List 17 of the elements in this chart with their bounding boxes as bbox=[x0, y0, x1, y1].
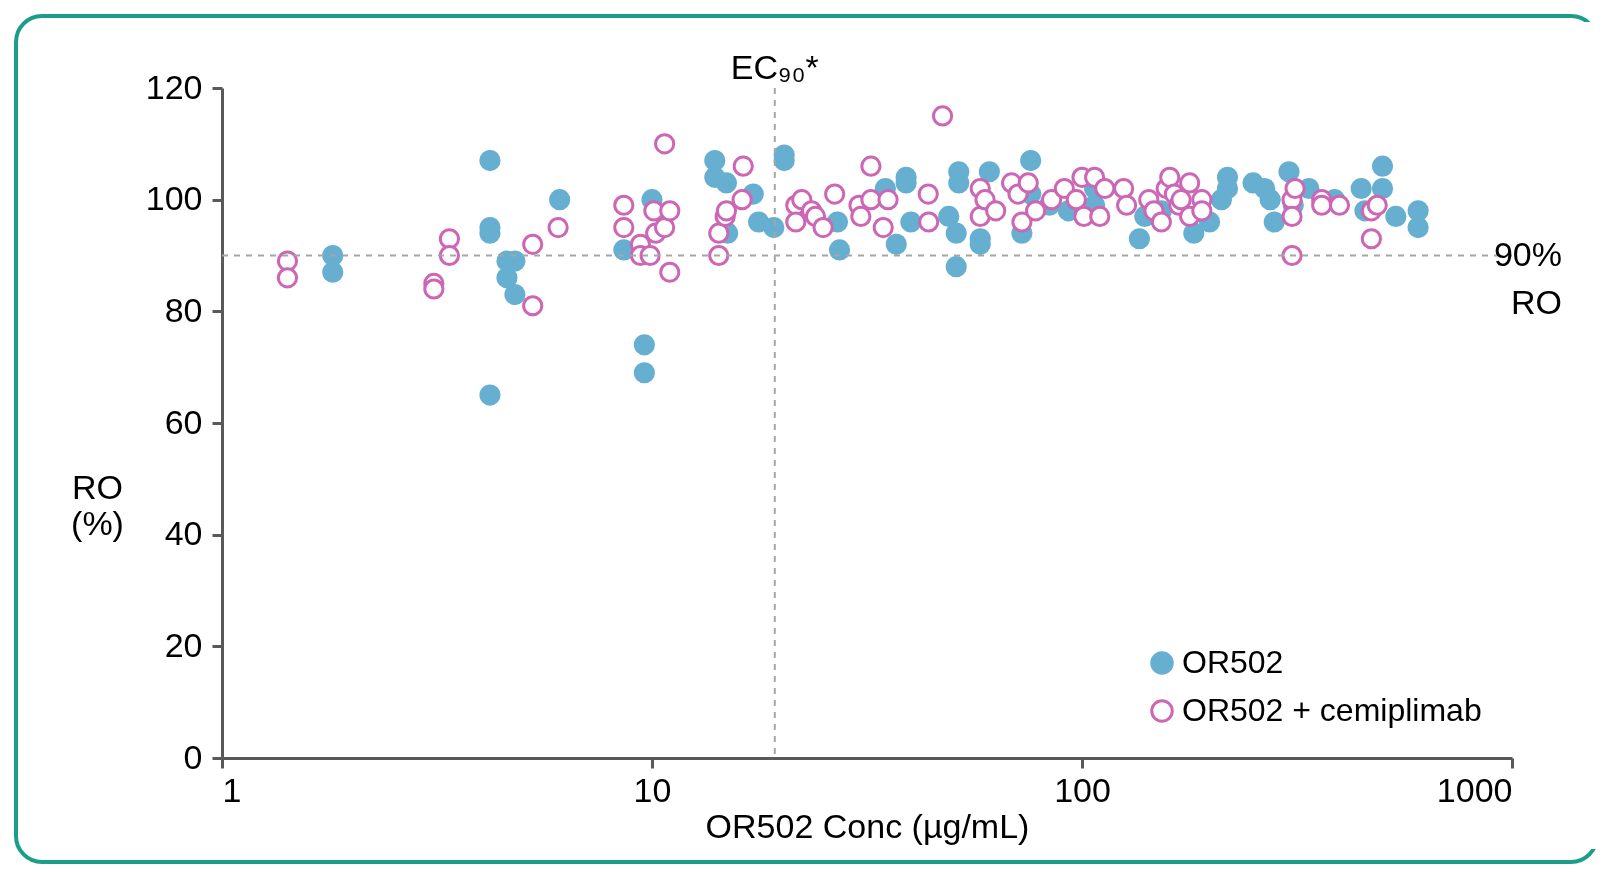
x-tick-label: 10 bbox=[633, 770, 672, 809]
x-axis-title: OR502 Conc (µg/mL) bbox=[705, 806, 1030, 845]
x-tick-label: 1 bbox=[222, 770, 242, 809]
y-tick-label: 60 bbox=[164, 402, 203, 441]
legend-label: OR502 bbox=[1182, 644, 1284, 680]
y-tick-label: 100 bbox=[145, 179, 203, 218]
ref-line-label: EC₉₀* bbox=[730, 48, 819, 86]
y-tick-label: 20 bbox=[164, 625, 203, 664]
ref-line-label: 90% RO bbox=[1493, 234, 1562, 321]
y-tick-label: 120 bbox=[145, 67, 203, 106]
y-tick-label: 0 bbox=[183, 737, 203, 776]
x-tick-label: 1000 bbox=[1436, 770, 1513, 809]
y-tick-label: 40 bbox=[164, 514, 203, 553]
x-tick-label: 100 bbox=[1054, 770, 1111, 809]
legend-label: OR502 + cemiplimab bbox=[1182, 692, 1482, 728]
y-tick-label: 80 bbox=[164, 290, 203, 329]
y-axis-title: RO (%) bbox=[71, 467, 124, 542]
